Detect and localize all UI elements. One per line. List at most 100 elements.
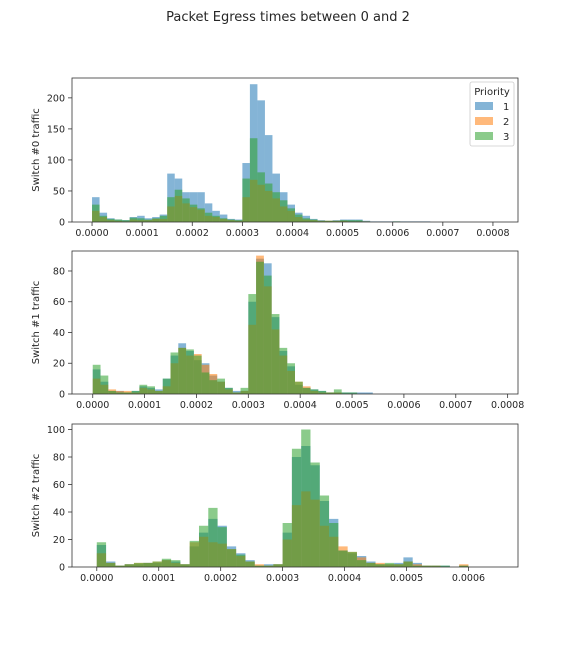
x-tick-label: 0.0008 — [491, 400, 524, 411]
bar — [240, 387, 249, 394]
bar — [365, 392, 373, 394]
x-tick-label: 0.0000 — [80, 573, 113, 584]
bar — [412, 565, 422, 568]
y-tick-label: 0 — [59, 218, 65, 229]
series-3-bars — [92, 138, 401, 222]
legend-swatch — [475, 117, 493, 125]
bar — [295, 214, 303, 222]
bar — [248, 294, 257, 394]
bar — [319, 495, 330, 567]
bar — [131, 390, 140, 394]
x-tick-label: 0.0007 — [426, 228, 459, 239]
bar — [170, 352, 179, 394]
y-tick-label: 40 — [53, 508, 65, 519]
bar — [421, 565, 432, 568]
bar — [403, 561, 413, 567]
y-axis-label: Switch #2 traffic — [31, 454, 42, 538]
bar — [124, 564, 134, 567]
bar — [347, 551, 357, 568]
bar — [99, 215, 108, 222]
x-tick-label: 0.0001 — [126, 228, 159, 239]
x-tick-label: 0.0003 — [226, 228, 259, 239]
bar — [279, 200, 288, 222]
bar — [287, 208, 295, 222]
y-tick-label: 40 — [53, 328, 65, 339]
bar — [144, 219, 153, 222]
legend-label: 3 — [503, 132, 509, 143]
bar — [384, 562, 395, 568]
bar — [310, 389, 319, 394]
bar — [347, 220, 356, 222]
bar — [212, 215, 220, 222]
bar — [245, 561, 255, 567]
bar — [234, 220, 243, 222]
bar — [152, 218, 160, 222]
bar — [197, 192, 205, 222]
x-tick-label: 0.0003 — [232, 400, 265, 411]
bar — [116, 392, 124, 394]
bar — [249, 138, 258, 222]
bar — [375, 564, 385, 567]
bar — [394, 564, 404, 567]
y-tick-label: 100 — [47, 155, 65, 166]
bar — [115, 565, 125, 568]
bar — [263, 275, 272, 394]
bar — [291, 448, 302, 567]
bar — [167, 197, 175, 222]
bar — [92, 364, 101, 394]
bar — [180, 564, 190, 567]
y-tick-label: 50 — [53, 186, 65, 197]
bar — [271, 314, 280, 394]
bar — [189, 204, 198, 222]
bar — [264, 135, 273, 222]
bar — [197, 208, 205, 222]
bar — [208, 507, 218, 568]
series-3-bars — [96, 429, 469, 568]
bar — [182, 198, 190, 222]
bar — [459, 564, 469, 567]
legend-box — [469, 81, 515, 147]
bar — [143, 562, 153, 568]
bar — [114, 219, 123, 222]
bar — [96, 542, 107, 567]
bar — [317, 220, 326, 222]
y-axis-label: Switch #1 traffic — [31, 281, 42, 365]
bar — [333, 389, 342, 394]
bar — [431, 565, 441, 568]
bar — [318, 390, 327, 394]
x-tick-label: 0.0002 — [176, 228, 209, 239]
x-tick-label: 0.0005 — [335, 400, 368, 411]
bar — [204, 212, 213, 222]
y-tick-label: 80 — [53, 453, 65, 464]
bar — [107, 218, 115, 222]
y-axis-label: Switch #0 traffic — [31, 108, 42, 192]
bar — [326, 392, 334, 394]
bar — [257, 172, 265, 222]
series-1-bars — [92, 258, 373, 394]
y-tick-label: 60 — [53, 480, 65, 491]
bar — [295, 381, 303, 394]
bar — [232, 392, 241, 394]
bar — [123, 392, 132, 394]
bar — [174, 189, 183, 222]
bar — [108, 390, 117, 394]
bar — [152, 561, 162, 567]
bar — [310, 462, 320, 567]
y-tick-label: 150 — [47, 124, 65, 135]
panel-2: 0.0000 0.0001 0.0002 0.0003 0.0004 0.0005 0.00… — [31, 423, 519, 584]
x-tick-label: 0.0004 — [276, 228, 309, 239]
x-tick-label: 0.0001 — [128, 400, 161, 411]
bar — [162, 378, 171, 394]
bar — [356, 560, 367, 568]
bar — [264, 565, 274, 568]
bar — [287, 363, 295, 394]
bar — [254, 565, 265, 568]
y-tick-label: 20 — [53, 535, 65, 546]
bar — [355, 220, 363, 222]
x-tick-label: 0.0002 — [180, 400, 213, 411]
bar — [147, 386, 155, 394]
legend-label: 1 — [503, 102, 509, 113]
bar — [279, 347, 288, 394]
